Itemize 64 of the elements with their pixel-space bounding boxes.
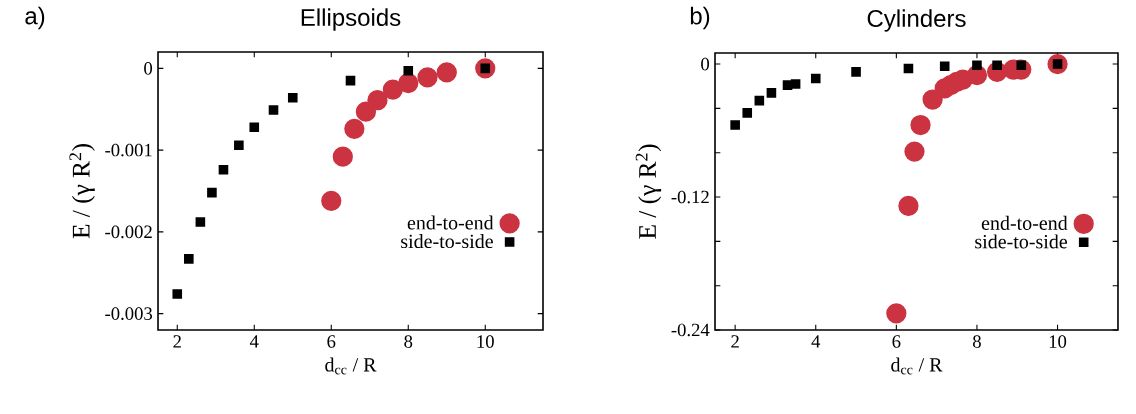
point <box>344 118 365 139</box>
point <box>754 95 765 106</box>
x-tick-label: 2 <box>731 335 739 348</box>
point <box>382 79 403 100</box>
x-tick-label: 8 <box>404 335 413 348</box>
text: b) <box>690 6 710 30</box>
y-axis-title: E / (γ R$^{2}$) <box>69 144 95 239</box>
point <box>268 105 279 115</box>
point <box>398 72 419 94</box>
legend-label: end-to-end <box>981 215 1068 230</box>
legend-label: side-to-side <box>975 234 1068 249</box>
legend-label: end-to-end <box>407 215 494 230</box>
point <box>367 90 388 111</box>
x-tick-label: 6 <box>327 335 336 348</box>
text: a) <box>25 6 45 30</box>
point <box>782 80 793 90</box>
x-axis-title: d$_{cc}$ / R <box>325 357 377 375</box>
x-tick-label: 4 <box>811 335 821 348</box>
point <box>417 67 438 88</box>
point <box>249 122 260 133</box>
point <box>345 75 356 86</box>
point <box>172 289 183 299</box>
point <box>910 114 931 136</box>
point <box>972 60 982 70</box>
point <box>730 120 740 130</box>
point <box>742 108 753 118</box>
point <box>218 164 229 175</box>
point <box>195 217 206 227</box>
point <box>939 61 950 72</box>
y-tick-label: -0.003 <box>105 307 153 320</box>
x-tick-label: 2 <box>173 335 181 348</box>
chart-title: Ellipsoids <box>301 8 401 31</box>
x-tick-label: 4 <box>249 335 259 348</box>
point <box>403 66 414 76</box>
point <box>332 146 353 167</box>
y-tick-label: -0.24 <box>671 323 710 337</box>
point <box>790 79 801 89</box>
x-tick-label: 6 <box>892 335 901 348</box>
y-tick-label: 0 <box>144 62 153 75</box>
point <box>766 88 777 98</box>
y-tick-label: 0 <box>701 57 710 71</box>
point <box>903 63 914 74</box>
point <box>810 73 821 84</box>
point <box>886 303 907 324</box>
point <box>992 60 1002 70</box>
legend-label: side-to-side <box>401 234 493 249</box>
x-axis-title: d$_{cc}$ / R <box>891 357 943 375</box>
point <box>436 62 457 83</box>
y-axis-title: E / (γ R$^{2}$) <box>635 144 662 239</box>
y-tick-label: -0.002 <box>105 225 152 239</box>
x-tick-label: 10 <box>477 335 494 348</box>
point <box>234 140 244 150</box>
point <box>207 187 217 198</box>
point <box>184 254 194 264</box>
point <box>851 67 861 77</box>
y-tick-label: -0.001 <box>105 143 152 157</box>
y-tick-label: -0.12 <box>671 190 709 204</box>
chart-title: Cylinders <box>867 9 966 32</box>
x-tick-label: 8 <box>972 335 981 348</box>
point <box>904 141 925 162</box>
point <box>321 190 342 211</box>
point <box>898 195 919 217</box>
point <box>287 92 298 103</box>
x-tick-label: 10 <box>1049 335 1067 348</box>
